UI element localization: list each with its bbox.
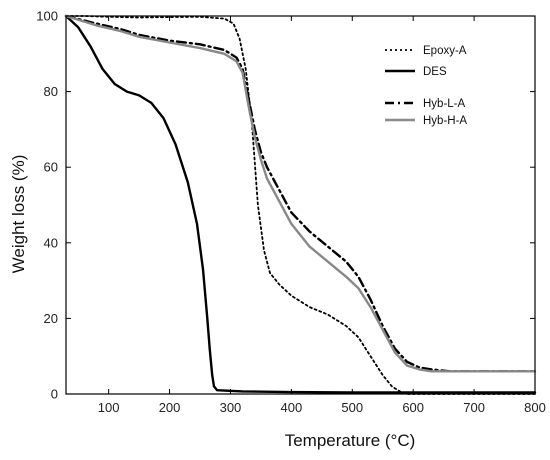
- x-tick-label: 200: [159, 400, 181, 415]
- series-line-des: [64, 14, 537, 394]
- series-line-hyb-h-a: [64, 14, 537, 373]
- y-tick-label: 40: [44, 235, 58, 250]
- y-tick-label: 0: [51, 387, 58, 402]
- y-axis-title: Weight loss (%): [9, 155, 28, 274]
- x-tick-label: 500: [341, 400, 363, 415]
- x-tick-label: 300: [220, 400, 242, 415]
- legend-label-hyb-h-a: Hyb-H-A: [423, 115, 467, 127]
- series-layer: [64, 14, 537, 395]
- x-tick-label: 600: [402, 400, 424, 415]
- series-line-hyb-l-a: [64, 14, 537, 373]
- legend-label-hyb-l-a: Hyb-L-A: [423, 98, 466, 110]
- y-tick-label: 80: [44, 84, 58, 99]
- x-tick-label: 700: [463, 400, 485, 415]
- x-tick-label: 100: [98, 400, 120, 415]
- y-tick-label: 100: [36, 9, 58, 24]
- series-line-epoxy-a: [65, 15, 536, 395]
- plot-frame: [65, 15, 536, 395]
- x-axis-title: Temperature (°C): [285, 431, 416, 450]
- legend-label-des: DES: [423, 66, 447, 78]
- legend: Epoxy-A DES Hyb-L-A Hyb-H-A: [385, 45, 467, 127]
- axes-layer: 100 200 300 400 500 600 700 800 0 20 40 60 80 100: [36, 9, 546, 416]
- y-tick-label: 20: [44, 311, 58, 326]
- legend-label-epoxy-a: Epoxy-A: [423, 45, 467, 57]
- x-tick-label: 400: [281, 400, 303, 415]
- x-tick-label: 800: [524, 400, 546, 415]
- y-tick-label: 60: [44, 160, 58, 175]
